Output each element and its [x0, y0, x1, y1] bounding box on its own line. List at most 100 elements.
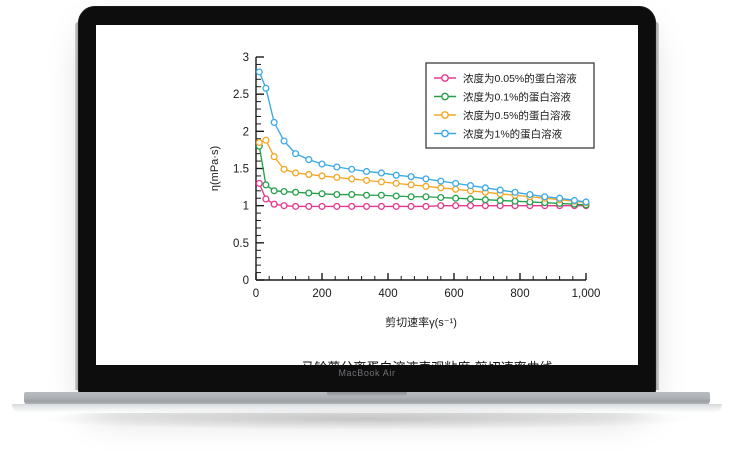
series-marker-1	[452, 194, 460, 202]
series-marker-0	[333, 202, 341, 210]
series-marker-3	[526, 190, 534, 199]
series-marker-0	[318, 202, 326, 210]
series-marker-3	[348, 165, 356, 173]
series-marker-3	[318, 160, 326, 168]
series-marker-3	[270, 118, 278, 126]
y-tick-label: 1	[243, 201, 249, 213]
laptop-base-shadow	[40, 408, 694, 430]
series-marker-2	[392, 179, 400, 187]
series-marker-1	[437, 193, 445, 202]
series-marker-1	[496, 196, 504, 205]
series-marker-1	[422, 193, 430, 201]
series-marker-0	[437, 202, 445, 210]
series-marker-1	[292, 188, 300, 196]
x-tick-label: 200	[312, 288, 331, 300]
y-tick-label: 2.5	[233, 89, 249, 101]
legend-label-0[interactable]: 浓度为0.05%的蛋白溶液	[463, 72, 577, 85]
y-tick-label: 3	[243, 52, 249, 64]
laptop-base-notch	[327, 392, 407, 397]
series-marker-2	[377, 178, 385, 186]
series-marker-3	[305, 156, 313, 164]
series-marker-1	[392, 192, 400, 200]
series-marker-3	[407, 173, 415, 181]
series-marker-2	[452, 185, 460, 193]
series-marker-2	[348, 175, 356, 183]
laptop-lid-rim-right	[655, 22, 659, 390]
series-marker-1	[511, 197, 519, 205]
chart-series	[255, 68, 590, 210]
series-marker-3	[466, 182, 475, 190]
series-marker-0	[407, 202, 415, 210]
laptop-base-front-lip	[12, 404, 722, 413]
legend-label-2[interactable]: 浓度为0.5%的蛋白溶液	[463, 109, 571, 122]
chart-container: 0 200 400 600 800 1,000 0 0.5 1 1.5 2 2.5 3 浓度为0.05%…	[96, 25, 638, 365]
series-marker-0	[262, 195, 270, 203]
series-marker-3	[292, 150, 300, 158]
series-marker-0	[392, 202, 400, 210]
series-marker-1	[377, 191, 385, 199]
series-marker-0	[305, 202, 313, 210]
legend-marker-2	[441, 111, 449, 119]
series-marker-1	[407, 193, 415, 201]
series-marker-1	[481, 196, 489, 204]
series-marker-1	[262, 181, 270, 189]
x-axis-title: 剪切速率γ(s⁻¹)	[385, 315, 457, 329]
series-marker-2	[292, 169, 300, 177]
legend-label-3[interactable]: 浓度为1%的蛋白溶液	[463, 128, 563, 141]
series-marker-0	[466, 202, 475, 210]
series-marker-3	[280, 137, 288, 145]
series-marker-3	[582, 198, 590, 206]
legend-marker-0	[441, 74, 449, 82]
series-marker-3	[496, 186, 504, 194]
series-marker-2	[437, 184, 445, 192]
series-marker-0	[422, 202, 430, 210]
y-axis-title: η(mPa·s)	[209, 146, 221, 191]
series-marker-3	[437, 177, 445, 185]
series-marker-3	[452, 179, 460, 187]
series-marker-2	[280, 165, 288, 173]
series-marker-2	[333, 173, 341, 181]
series-marker-0	[362, 202, 371, 210]
figure-caption: 马铃薯分离蛋白溶液表观粘度-剪切速率曲线	[301, 360, 552, 365]
series-marker-0	[255, 179, 263, 187]
x-tick-label: 600	[444, 288, 463, 300]
chart-legend[interactable]: 浓度为0.05%的蛋白溶液浓度为0.1%的蛋白溶液浓度为0.5%的蛋白溶液浓度为…	[425, 62, 595, 149]
legend-marker-1	[441, 92, 449, 101]
legend-marker-3	[441, 129, 449, 138]
brand-label: MacBook Air	[338, 368, 396, 378]
series-marker-1	[318, 190, 326, 198]
series-marker-2	[270, 153, 278, 161]
series-marker-0	[280, 202, 288, 210]
series-marker-3	[392, 171, 400, 179]
series-marker-3	[262, 84, 270, 92]
y-tick-label: 0	[243, 275, 249, 287]
series-marker-1	[305, 189, 313, 197]
series-marker-3	[255, 68, 263, 76]
series-marker-1	[333, 190, 341, 199]
series-marker-0	[377, 202, 385, 210]
series-marker-1	[270, 187, 278, 195]
y-tick-label: 0.5	[233, 238, 249, 250]
series-marker-0	[270, 200, 278, 208]
y-tick-label: 2	[243, 126, 249, 138]
series-marker-3	[570, 196, 579, 205]
laptop-screen: 0 200 400 600 800 1,000 0 0.5 1 1.5 2 2.5 3 浓度为0.05%…	[96, 25, 638, 365]
chart-axes: 0 200 400 600 800 1,000 0 0.5 1 1.5 2 2.5 3	[233, 52, 600, 300]
laptop-base	[24, 392, 710, 407]
series-marker-0	[481, 202, 489, 210]
x-tick-label: 800	[510, 288, 529, 300]
legend-label-1[interactable]: 浓度为0.1%的蛋白溶液	[463, 91, 571, 104]
x-tick-label: 400	[378, 288, 397, 300]
series-marker-2	[262, 136, 270, 144]
series-marker-1	[280, 187, 288, 196]
series-marker-2	[422, 182, 430, 190]
series-marker-0	[348, 202, 356, 210]
series-marker-3	[333, 163, 341, 171]
series-marker-0	[292, 202, 300, 210]
series-marker-0	[452, 202, 460, 210]
x-tick-label: 0	[253, 288, 259, 300]
series-marker-3	[481, 184, 489, 192]
chart-labels: 剪切速率γ(s⁻¹) η(mPa·s) 马铃薯分离蛋白溶液表观粘度-剪切速率曲线	[209, 146, 553, 365]
laptop-lid-rim-left	[75, 22, 79, 390]
